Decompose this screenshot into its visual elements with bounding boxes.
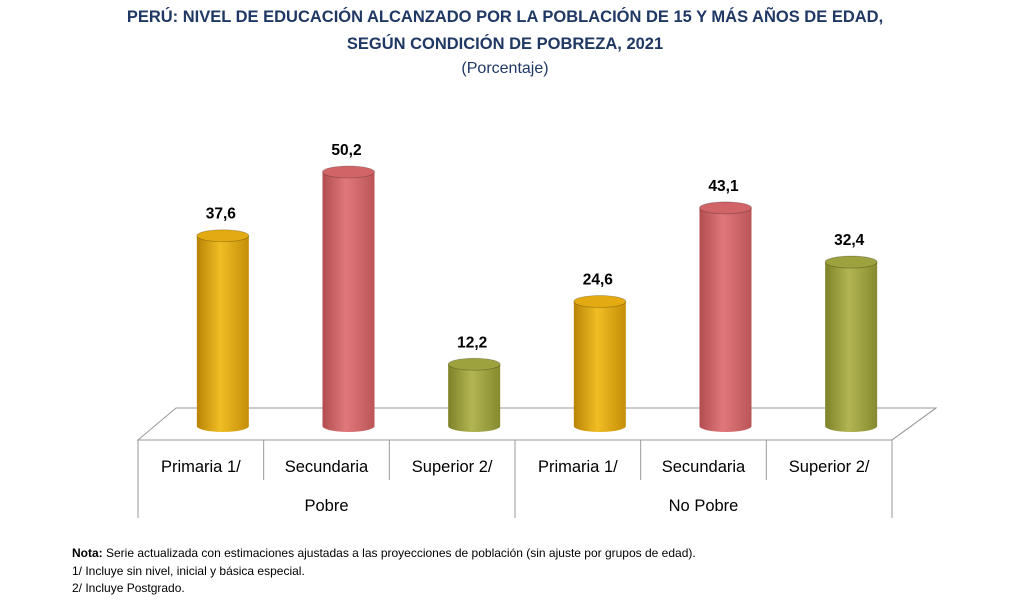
category-label: Secundaria [662, 458, 746, 476]
bar-body [322, 171, 375, 432]
bar-value-label: 50,2 [331, 142, 361, 159]
floor-side-edge [891, 407, 937, 441]
category-label: Primaria 1/ [161, 458, 241, 476]
floor-top [136, 407, 938, 441]
bar-value-label: 12,2 [457, 334, 487, 351]
note-2: 2/ Incluye Postgrado. [72, 581, 185, 595]
bar [573, 295, 627, 432]
bar-top [824, 255, 878, 269]
category-label: Superior 2/ [789, 458, 870, 476]
bar-value-label: 32,4 [834, 232, 865, 249]
bar [196, 229, 250, 432]
chart-subtitle: (Porcentaje) [461, 60, 549, 77]
bar-top [699, 201, 752, 215]
chart-title: PERÚ: NIVEL DE EDUCACIÓN ALCANZADO POR L… [0, 4, 1010, 58]
nota-text: Serie actualizada con estimaciones ajust… [102, 546, 696, 560]
bar-top [573, 295, 627, 308]
bar-value-label: 37,6 [206, 206, 237, 223]
notes-block: Nota: Serie actualizada con estimaciones… [72, 545, 696, 598]
title-line-1: PERÚ: NIVEL DE EDUCACIÓN ALCANZADO POR L… [126, 8, 884, 26]
bar-value-label: 24,6 [583, 272, 614, 289]
bar-body [825, 262, 878, 432]
bar-body [448, 364, 501, 432]
bar-body [196, 235, 249, 432]
group-label: Pobre [304, 497, 348, 515]
bar [322, 165, 375, 432]
note-1: 1/ Incluye sin nivel, inicial y básica e… [72, 563, 305, 578]
nota-label: Nota: [72, 546, 103, 560]
category-label: Superior 2/ [412, 458, 493, 476]
bar [699, 201, 752, 432]
category-label: Primaria 1/ [538, 458, 618, 476]
bar-top [447, 357, 501, 371]
bar-top [196, 229, 250, 243]
bar-top [322, 165, 375, 179]
group-label: No Pobre [669, 497, 739, 515]
bar-chart: 37,6 50,2 12,2 24,6 43,1 32,4 Primaria 1/Secu… [136, 142, 938, 518]
title-line-2: SEGÚN CONDICIÓN DE POBREZA, 2021 [346, 35, 664, 53]
category-label: Secundaria [285, 458, 369, 476]
bar [824, 255, 878, 432]
category-axis: Primaria 1/Secundaria Superior 2/Pobre Pri… [137, 440, 893, 518]
bar [447, 357, 501, 432]
bars-layer: 37,6 50,2 12,2 24,6 43,1 32,4 [196, 142, 878, 432]
bar-body [573, 301, 626, 432]
chart-floor [136, 407, 938, 441]
bar-value-label: 43,1 [708, 178, 739, 195]
bar-body [699, 207, 752, 432]
note-nota: Nota: Serie actualizada con estimaciones… [72, 545, 696, 563]
